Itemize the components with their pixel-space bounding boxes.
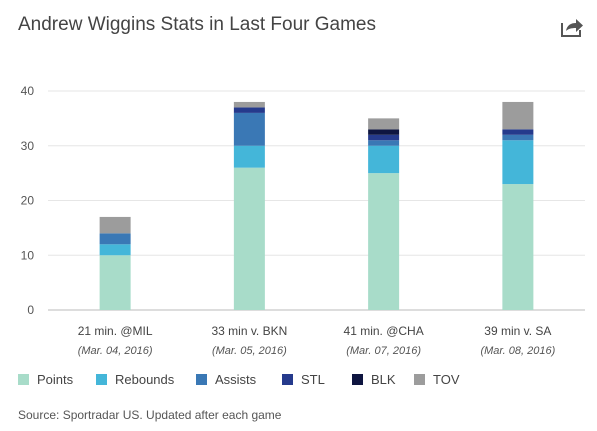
- x-tick-label: 21 min. @MIL: [78, 324, 153, 338]
- share-icon-graphic: [561, 19, 583, 37]
- y-tick-label: 0: [27, 303, 34, 317]
- legend-label: Assists: [215, 371, 257, 387]
- bar-segment-points: [368, 173, 400, 310]
- legend-swatch: [414, 373, 425, 385]
- bar-segment-tov: [99, 216, 131, 234]
- legend-label: Rebounds: [115, 371, 175, 387]
- bar-segment-assists: [368, 140, 400, 146]
- legend-item-blk[interactable]: BLK: [352, 370, 396, 388]
- y-tick-label: 30: [21, 139, 35, 153]
- bar-segment-stl: [368, 134, 400, 141]
- bar-segment-assists: [502, 134, 534, 141]
- bar-segment-tov: [502, 101, 534, 130]
- legend-label: STL: [301, 371, 325, 387]
- x-tick-sublabel: (Mar. 07, 2016): [346, 345, 421, 357]
- legend-label: TOV: [433, 371, 460, 387]
- x-tick-sublabel: (Mar. 08, 2016): [480, 345, 555, 357]
- y-tick-label: 20: [21, 194, 35, 208]
- legend-swatch: [196, 373, 207, 385]
- x-tick-label: 41 min. @CHA: [344, 324, 424, 338]
- x-tick-label: 39 min v. SA: [484, 324, 551, 338]
- bar-segment-points: [233, 167, 265, 310]
- bar-segment-rebounds: [502, 140, 534, 185]
- share-icon[interactable]: [560, 16, 584, 38]
- bar-segment-assists: [99, 233, 131, 245]
- legend-item-points[interactable]: Points: [18, 370, 73, 388]
- bar-segment-points: [99, 255, 131, 310]
- bar-segment-rebounds: [99, 244, 131, 256]
- x-tick-sublabel: (Mar. 05, 2016): [212, 345, 287, 357]
- bar-segment-blk: [368, 129, 400, 135]
- bar-segment-tov: [368, 118, 400, 130]
- y-tick-label: 40: [21, 84, 35, 98]
- x-tick-sublabel: (Mar. 04, 2016): [78, 345, 153, 357]
- source-note: Source: Sportradar US. Updated after eac…: [18, 408, 282, 422]
- legend-label: Points: [37, 371, 74, 387]
- legend-swatch: [18, 373, 29, 385]
- legend-swatch: [282, 373, 293, 385]
- bar-segment-points: [502, 184, 534, 310]
- bar-segment-assists: [233, 112, 265, 146]
- chart-title: Andrew Wiggins Stats in Last Four Games: [18, 14, 376, 35]
- bar-segment-stl: [502, 129, 534, 135]
- bar-segment-tov: [233, 101, 265, 108]
- legend-item-assists[interactable]: Assists: [196, 370, 256, 388]
- bar-segment-stl: [233, 107, 265, 113]
- legend-item-stl[interactable]: STL: [282, 370, 325, 388]
- y-tick-label: 10: [21, 248, 35, 262]
- legend-item-rebounds[interactable]: Rebounds: [96, 370, 174, 388]
- chart-legend: Points Rebounds Assists STL BLK TOV: [18, 370, 588, 390]
- legend-label: BLK: [371, 371, 396, 387]
- legend-swatch: [96, 373, 107, 385]
- x-tick-label: 33 min v. BKN: [211, 324, 287, 338]
- bar-segment-rebounds: [233, 145, 265, 168]
- bar-segment-rebounds: [368, 145, 400, 174]
- stacked-bar-chart: 0 10 20 30 40 21 min. @MIL (Mar. 04, 2016) 33 m…: [21, 84, 585, 357]
- legend-swatch: [352, 373, 363, 385]
- legend-item-tov[interactable]: TOV: [414, 370, 460, 388]
